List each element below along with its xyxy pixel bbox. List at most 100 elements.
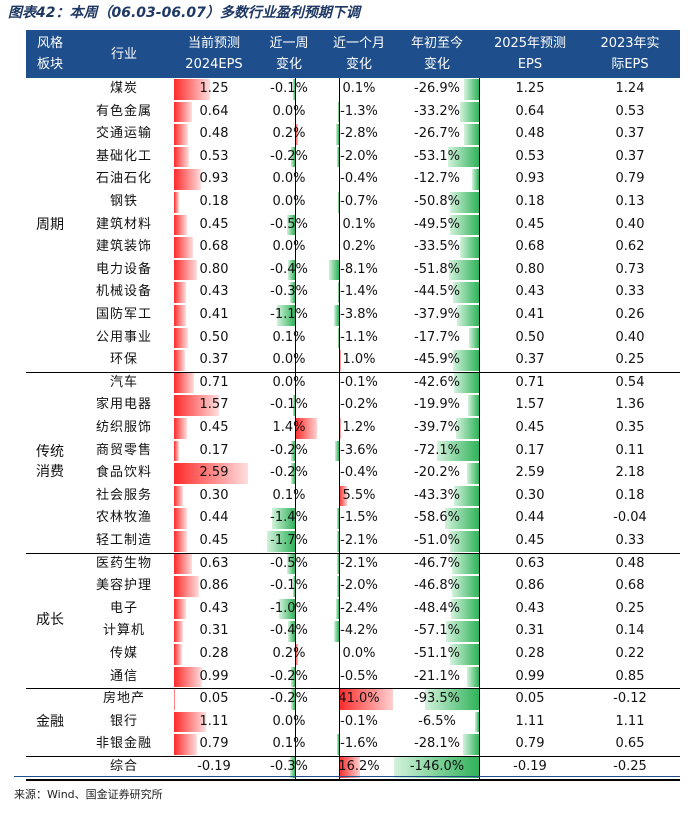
- month-change-value: -2.1%: [340, 533, 378, 548]
- eps2024-bar: [174, 79, 210, 100]
- industry-cell: 轻工制造: [95, 533, 152, 548]
- week-change-value: -0.2%: [270, 148, 308, 164]
- ytd-change-bar: [449, 192, 480, 213]
- ytd-change-value: -51.8%: [414, 261, 460, 277]
- eps2023-cell: 0.37: [615, 126, 645, 142]
- industry-cell: 建筑装饰: [95, 239, 152, 255]
- week-change-axis: [294, 710, 296, 734]
- ytd-change-cell: -146.0%: [394, 756, 481, 779]
- week-change-axis: [294, 417, 296, 440]
- week-change-value: 0.1%: [272, 487, 306, 503]
- ytd-change-value: -20.2%: [414, 465, 460, 481]
- ytd-change-axis: [479, 643, 481, 666]
- eps2025-cell: 0.44: [515, 510, 545, 526]
- industry-cell: 机械设备: [95, 284, 152, 300]
- week-change-bar: [272, 508, 295, 529]
- eps2023-cell: 0.79: [615, 171, 645, 187]
- ytd-change-bar: [453, 282, 480, 303]
- month-change-bar: [337, 508, 340, 529]
- industry-cell: 传媒: [109, 646, 138, 661]
- ytd-change-bar: [459, 237, 480, 258]
- style-group-label: 传统 消费: [36, 444, 64, 481]
- ytd-change-cell: -26.7%: [394, 123, 481, 146]
- ytd-change-cell: -39.7%: [394, 417, 481, 440]
- table-row: 电力设备 0.80 -0.4% -8.1% -51.8% 0.80 0.73: [26, 258, 680, 282]
- month-change-value: -2.0%: [340, 578, 378, 594]
- month-change-cell: -1.6%: [324, 733, 394, 756]
- week-change-value: -0.1%: [270, 397, 308, 413]
- month-change-bar: [333, 621, 340, 642]
- month-change-axis: [339, 191, 341, 214]
- week-change-cell: 0.2%: [254, 643, 324, 666]
- ytd-change-axis: [479, 349, 481, 372]
- table-row: 计算机 0.31 -0.4% -4.2% -57.1% 0.31 0.14: [26, 620, 680, 643]
- week-change-value: 0.0%: [272, 713, 306, 729]
- month-change-value: -0.4%: [340, 171, 378, 187]
- month-change-bar: [339, 485, 347, 507]
- week-change-cell: -0.5%: [254, 552, 324, 576]
- week-change-bar: [291, 463, 295, 484]
- industry-cell: 石油石化: [95, 171, 152, 187]
- eps2023-cell: 0.26: [615, 307, 645, 322]
- ytd-change-value: -58.6%: [414, 510, 460, 526]
- ytd-change-value: -6.5%: [418, 713, 456, 729]
- week-change-cell: 0.0%: [254, 191, 324, 214]
- ytd-change-bar: [452, 350, 480, 371]
- week-change-axis: [294, 530, 296, 553]
- month-change-value: -1.3%: [340, 103, 378, 119]
- ytd-change-axis: [479, 304, 481, 327]
- week-change-bar: [291, 689, 295, 710]
- week-change-axis: [294, 236, 296, 259]
- eps2025-cell: 0.43: [515, 284, 545, 300]
- ytd-change-axis: [479, 688, 481, 711]
- eps2025-cell: 0.30: [515, 487, 545, 503]
- eps2023-cell: 0.40: [615, 216, 645, 232]
- month-change-cell: 0.1%: [324, 78, 394, 101]
- eps2025-cell: 2.59: [515, 465, 545, 481]
- month-change-cell: -2.0%: [324, 145, 394, 169]
- group-divider: [26, 756, 680, 757]
- eps2024-bar: [174, 282, 187, 303]
- table-row: 基础化工 0.53 -0.2% -2.0% -53.1% 0.53 0.37: [26, 145, 680, 169]
- eps2024-value: 0.43: [199, 284, 229, 300]
- week-change-value: -0.1%: [270, 578, 308, 594]
- eps2023-cell: 0.62: [615, 239, 645, 255]
- eps2024-bar: [174, 124, 188, 145]
- eps-table: 风格 板块 行业 当前预测 2024EPS 近一周 变化 近一个月 变化 年初至…: [26, 30, 680, 781]
- month-change-value: -1.1%: [340, 329, 378, 345]
- ytd-change-cell: -51.0%: [394, 530, 481, 553]
- eps2023-cell: 0.37: [615, 148, 645, 164]
- month-change-bar: [336, 531, 340, 552]
- month-change-value: 0.0%: [342, 646, 376, 661]
- month-change-axis: [339, 123, 341, 146]
- week-change-cell: -0.1%: [254, 394, 324, 417]
- week-change-axis: [294, 371, 296, 395]
- eps2024-value: 0.30: [199, 487, 229, 503]
- ytd-change-bar: [394, 757, 480, 778]
- eps2024-cell: 0.31: [174, 620, 254, 643]
- month-change-cell: -2.4%: [324, 597, 394, 621]
- week-change-cell: 0.2%: [254, 123, 324, 146]
- eps2024-value: 0.18: [199, 194, 229, 209]
- month-change-bar: [337, 282, 340, 303]
- month-change-value: 41.0%: [338, 691, 380, 707]
- eps2025-cell: 0.18: [515, 194, 545, 209]
- eps2024-cell: 0.45: [174, 417, 254, 440]
- week-change-bar: [294, 418, 317, 439]
- ytd-change-value: -46.8%: [414, 578, 460, 594]
- eps2024-bar: [174, 689, 176, 710]
- ytd-change-cell: -51.1%: [394, 643, 481, 666]
- ytd-change-value: -45.9%: [414, 352, 460, 368]
- eps2024-value: 0.68: [199, 239, 229, 255]
- eps2023-cell: -0.25: [613, 759, 647, 774]
- month-change-cell: -1.5%: [324, 507, 394, 530]
- ytd-change-value: -50.8%: [414, 194, 460, 209]
- week-change-cell: -1.0%: [254, 597, 324, 621]
- week-change-axis: [294, 756, 296, 779]
- eps2024-value: 0.71: [199, 374, 229, 390]
- week-change-axis: [294, 507, 296, 530]
- table-row: 农林牧渔 0.44 -1.4% -1.5% -58.6% 0.44 -0.04: [26, 507, 680, 530]
- eps2023-cell: 0.33: [615, 284, 645, 300]
- industry-cell: 基础化工: [95, 148, 152, 164]
- month-change-axis: [339, 643, 341, 666]
